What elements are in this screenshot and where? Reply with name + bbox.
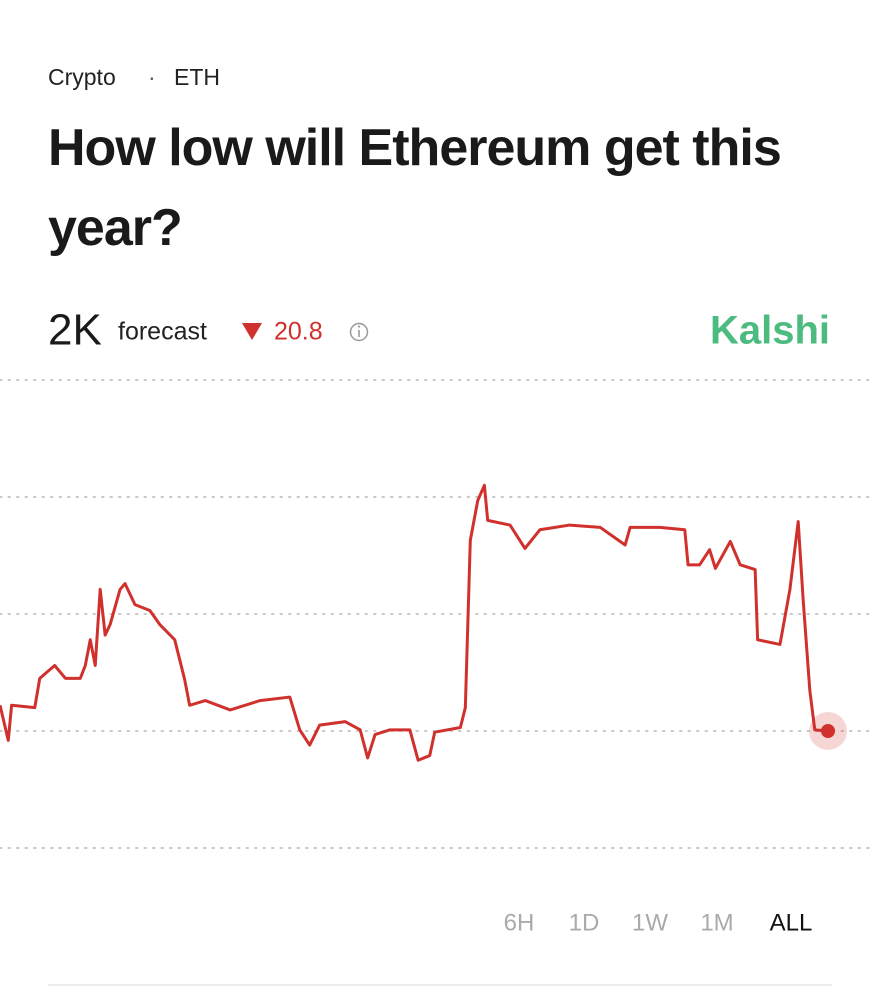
forecast-change: 20.8 <box>274 318 323 346</box>
separator: · <box>148 64 156 90</box>
price-line <box>0 483 829 762</box>
category: Crypto <box>48 64 116 90</box>
brand: Kalshi <box>710 309 830 353</box>
last-point <box>821 724 835 738</box>
asset: ETH <box>174 64 220 90</box>
forecast-label: forecast <box>118 318 207 346</box>
time-range-button[interactable]: 1M <box>700 909 733 936</box>
time-range-button[interactable]: 6H <box>504 909 535 936</box>
time-range-button[interactable]: 1D <box>569 909 600 936</box>
info-icon[interactable] <box>349 322 369 342</box>
forecast-value: 2K <box>48 306 102 355</box>
title: How low will Ethereum get this year? <box>48 119 782 257</box>
time-range-button[interactable]: ALL <box>770 909 813 936</box>
down-arrow <box>242 323 262 340</box>
time-range-button[interactable]: 1W <box>632 909 668 936</box>
